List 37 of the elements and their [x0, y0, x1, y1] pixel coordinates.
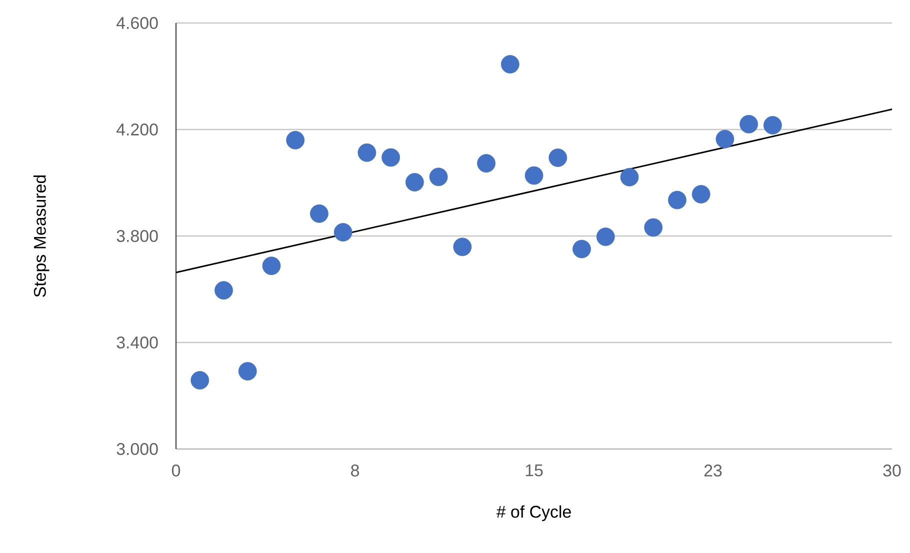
- point: [692, 184, 710, 204]
- point: [548, 148, 568, 167]
- point: [620, 168, 639, 186]
- point: [262, 256, 281, 276]
- y-tick-label: 4.200: [116, 124, 158, 136]
- y-tick-label: 3.800: [116, 230, 158, 242]
- x-tick-label: 8: [351, 464, 359, 477]
- point: [716, 130, 734, 148]
- y-tick-label: 4.600: [116, 17, 158, 29]
- y-tick-label: 3.000: [116, 443, 158, 455]
- y-tick-label: 3.400: [116, 336, 158, 348]
- point: [382, 148, 400, 167]
- point: [644, 218, 663, 237]
- point: [358, 143, 376, 162]
- point: [453, 238, 472, 256]
- point: [429, 168, 448, 186]
- point: [190, 371, 210, 390]
- point: [596, 228, 615, 246]
- y-axis-title: Steps Measured: [33, 175, 50, 297]
- point: [310, 204, 328, 223]
- point: [524, 166, 544, 185]
- x-tick-label: 23: [704, 464, 722, 477]
- point: [286, 130, 305, 150]
- point: [500, 55, 520, 74]
- point: [334, 223, 352, 242]
- point: [740, 114, 758, 134]
- point: [214, 281, 233, 300]
- point: [763, 116, 782, 134]
- point: [668, 190, 686, 210]
- point: [477, 154, 496, 173]
- x-tick-label: 30: [883, 464, 901, 477]
- point: [572, 240, 591, 258]
- x-axis-title: # of Cycle: [496, 505, 571, 522]
- point: [238, 362, 257, 380]
- x-tick-label: 15: [526, 464, 543, 476]
- x-tick-label: 0: [172, 464, 180, 477]
- point: [405, 173, 424, 192]
